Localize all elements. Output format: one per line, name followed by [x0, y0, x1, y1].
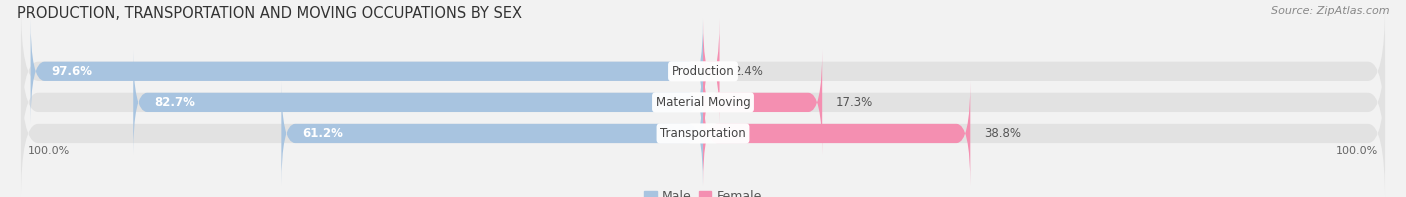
Text: 82.7%: 82.7%	[153, 96, 195, 109]
Text: 100.0%: 100.0%	[1336, 146, 1378, 156]
Text: 38.8%: 38.8%	[984, 127, 1021, 140]
FancyBboxPatch shape	[21, 34, 1385, 170]
FancyBboxPatch shape	[21, 65, 1385, 197]
Text: Material Moving: Material Moving	[655, 96, 751, 109]
FancyBboxPatch shape	[703, 19, 720, 124]
FancyBboxPatch shape	[21, 3, 1385, 139]
Text: PRODUCTION, TRANSPORTATION AND MOVING OCCUPATIONS BY SEX: PRODUCTION, TRANSPORTATION AND MOVING OC…	[17, 6, 522, 21]
FancyBboxPatch shape	[703, 81, 970, 186]
Text: Production: Production	[672, 65, 734, 78]
FancyBboxPatch shape	[281, 81, 703, 186]
Text: 97.6%: 97.6%	[51, 65, 93, 78]
Text: Source: ZipAtlas.com: Source: ZipAtlas.com	[1271, 6, 1389, 16]
FancyBboxPatch shape	[703, 50, 823, 155]
FancyBboxPatch shape	[134, 50, 703, 155]
Text: 17.3%: 17.3%	[837, 96, 873, 109]
Text: 61.2%: 61.2%	[302, 127, 343, 140]
Text: 100.0%: 100.0%	[28, 146, 70, 156]
Legend: Male, Female: Male, Female	[640, 185, 766, 197]
FancyBboxPatch shape	[31, 19, 703, 124]
Text: Transportation: Transportation	[661, 127, 745, 140]
Text: 2.4%: 2.4%	[734, 65, 763, 78]
